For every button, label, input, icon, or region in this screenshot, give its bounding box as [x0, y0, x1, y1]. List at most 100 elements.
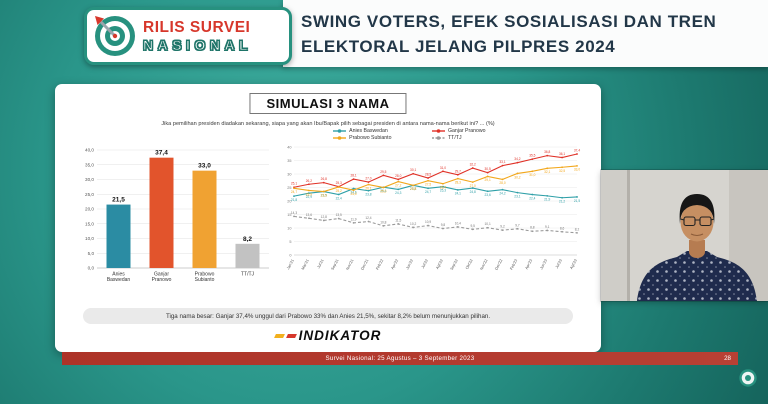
corner-watermark-logo: [739, 369, 757, 387]
svg-text:23,5: 23,5: [321, 193, 327, 197]
svg-text:14,3: 14,3: [291, 211, 297, 215]
svg-text:Feb'23: Feb'23: [509, 259, 518, 271]
svg-text:31,0: 31,0: [440, 166, 446, 170]
svg-text:25,0: 25,0: [85, 192, 94, 197]
brand-mark-yellow: [273, 333, 285, 338]
svg-text:34,2: 34,2: [514, 157, 520, 161]
svg-text:25: 25: [287, 186, 291, 190]
svg-text:25,8: 25,8: [410, 187, 416, 191]
legend-item: Prabowo Subianto: [333, 135, 432, 141]
svg-text:Dec'21: Dec'21: [360, 259, 369, 271]
svg-text:30,0: 30,0: [85, 177, 94, 182]
svg-text:32,2: 32,2: [470, 163, 476, 167]
svg-text:30: 30: [287, 172, 291, 176]
svg-text:24,2: 24,2: [499, 191, 505, 195]
legend-item: Ganjar Pranowo: [432, 128, 531, 134]
svg-text:40: 40: [287, 145, 291, 149]
svg-text:Apr'22: Apr'22: [391, 259, 400, 270]
svg-text:35,5: 35,5: [529, 154, 535, 158]
svg-text:13,6: 13,6: [306, 213, 312, 217]
svg-text:24,0: 24,0: [350, 192, 356, 196]
svg-text:Jul'22: Jul'22: [421, 259, 429, 270]
note-text: Tiga nama besar: Ganjar 37,4% unggul dar…: [165, 312, 491, 320]
svg-text:Nov'21: Nov'21: [345, 259, 354, 271]
footer-survey-info: Survei Nasional: 25 Agustus – 3 Septembe…: [325, 355, 475, 362]
svg-text:Dec'22: Dec'22: [494, 259, 503, 271]
logo-text-rilis-survei: RILIS SURVEI: [143, 18, 251, 36]
svg-text:37,4: 37,4: [155, 150, 168, 157]
svg-text:Agt'22: Agt'22: [435, 259, 444, 270]
svg-text:Mar'21: Mar'21: [301, 259, 310, 271]
brand-mark-red: [285, 333, 297, 338]
svg-text:28,0: 28,0: [395, 174, 401, 178]
svg-text:26,1: 26,1: [365, 186, 371, 190]
svg-text:10,0: 10,0: [85, 236, 94, 241]
svg-text:40,0: 40,0: [85, 148, 94, 153]
svg-text:25,0: 25,0: [380, 189, 386, 193]
svg-text:28,5: 28,5: [425, 173, 431, 177]
legend-item: Anies Baswedan: [333, 128, 432, 134]
svg-text:Okt'22: Okt'22: [465, 259, 474, 270]
svg-text:11,5: 11,5: [395, 218, 401, 222]
svg-text:TT/TJ: TT/TJ: [241, 272, 255, 278]
svg-text:22,4: 22,4: [529, 196, 535, 200]
svg-text:9,7: 9,7: [515, 223, 520, 227]
svg-text:10,1: 10,1: [485, 222, 491, 226]
svg-text:31,0: 31,0: [529, 173, 535, 177]
svg-text:9,1: 9,1: [545, 225, 550, 229]
svg-text:21,9: 21,9: [544, 198, 550, 202]
svg-text:36,8: 36,8: [544, 150, 550, 154]
svg-text:24,6: 24,6: [350, 190, 356, 194]
svg-text:29,7: 29,7: [455, 169, 461, 173]
svg-text:9,8: 9,8: [441, 223, 446, 227]
svg-text:15: 15: [287, 213, 291, 217]
svg-text:27,2: 27,2: [395, 183, 401, 187]
indikator-logo: INDIKATOR: [55, 328, 601, 343]
svg-text:Pranowo: Pranowo: [152, 277, 172, 283]
svg-text:Prabowo: Prabowo: [195, 272, 215, 278]
slide-title: SIMULASI 3 NAMA: [249, 93, 407, 114]
svg-text:8,2: 8,2: [243, 236, 252, 243]
svg-text:25,3: 25,3: [336, 181, 342, 185]
page-title-line-2: ELEKTORAL JELANG PILPRES 2024: [301, 36, 616, 56]
logo-text: RILIS SURVEI NASIONAL: [142, 18, 252, 54]
target-dart-icon: [95, 16, 135, 56]
note-bar: Tiga nama besar: Ganjar 37,4% unggul dar…: [83, 308, 573, 324]
svg-text:Jul'23: Jul'23: [555, 259, 563, 270]
svg-text:13,5: 13,5: [336, 213, 342, 217]
line-chart-svg: 0 5 10 15 20 25 30 35 40 Jan'21 Mar'21 Jul'21 Sep'21…: [286, 145, 580, 271]
svg-text:10: 10: [287, 226, 291, 230]
rilis-survei-logo-box: RILIS SURVEI NASIONAL: [84, 7, 292, 65]
presenter: [637, 194, 757, 301]
svg-text:11,9: 11,9: [351, 217, 357, 221]
svg-text:25,1: 25,1: [291, 182, 297, 186]
svg-text:22,4: 22,4: [336, 196, 342, 200]
svg-text:Jun'23: Jun'23: [539, 259, 548, 271]
svg-text:30,2: 30,2: [514, 175, 520, 179]
svg-text:Jan'21: Jan'21: [286, 259, 295, 271]
svg-text:33,0: 33,0: [574, 168, 580, 172]
svg-text:Agt'23: Agt'23: [569, 259, 578, 270]
svg-text:26,2: 26,2: [306, 179, 312, 183]
svg-text:5: 5: [289, 240, 291, 244]
svg-text:24,7: 24,7: [425, 190, 431, 194]
presentation-slide: SIMULASI 3 NAMA Jika pemilihan presiden …: [55, 84, 601, 352]
svg-text:15,0: 15,0: [85, 221, 94, 226]
svg-text:24,8: 24,8: [470, 190, 476, 194]
svg-text:12,4: 12,4: [365, 216, 371, 220]
svg-text:26,4: 26,4: [440, 186, 446, 190]
svg-text:12,8: 12,8: [321, 215, 327, 219]
slide-footer-bar: Survei Nasional: 25 Agustus – 3 Septembe…: [62, 352, 738, 365]
svg-text:30,5: 30,5: [485, 167, 491, 171]
svg-text:23,9: 23,9: [306, 192, 312, 196]
bar-chart-svg: 0,0 5,0 10,0 15,0 20,0 25,0 30,0 35,0 40,0 21,5 An…: [85, 148, 269, 283]
svg-text:24,3: 24,3: [395, 191, 401, 195]
bar-chart: 0,0 5,0 10,0 15,0 20,0 25,0 30,0 35,0 40,0 21,5 An…: [69, 132, 273, 294]
svg-text:23,8: 23,8: [365, 193, 371, 197]
webcam-video: [601, 170, 768, 301]
svg-text:Sep'22: Sep'22: [450, 259, 459, 271]
svg-text:Sep'21: Sep'21: [331, 259, 340, 271]
svg-text:33,1: 33,1: [499, 160, 505, 164]
svg-text:36,1: 36,1: [559, 152, 565, 156]
svg-text:24,1: 24,1: [455, 192, 461, 196]
